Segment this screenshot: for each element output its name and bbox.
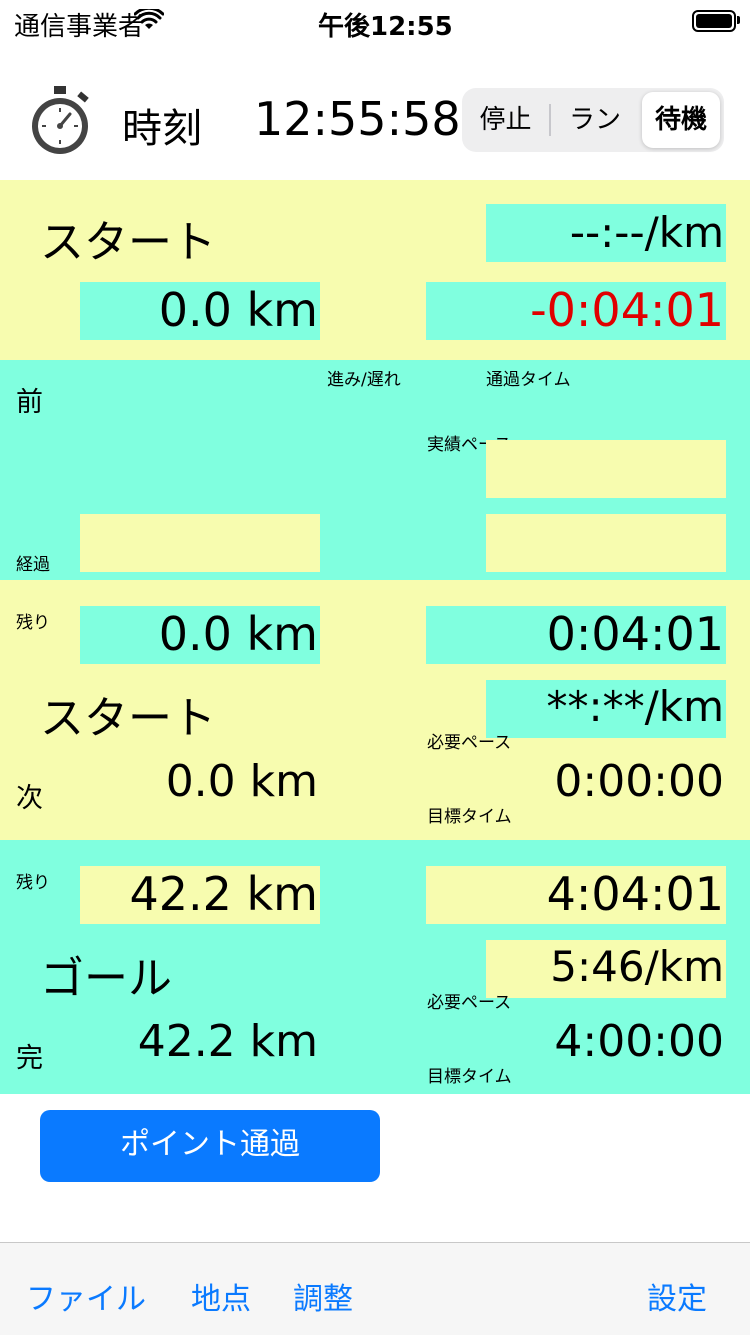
elapsed-label: 経過 <box>16 555 50 575</box>
toolbar-file-button[interactable]: ファイル <box>26 1282 146 1317</box>
next-remaining-label: 残り <box>16 613 50 633</box>
next-remaining-time: 0:04:01 <box>546 607 724 661</box>
passage-time-label: 通過タイム <box>486 370 571 390</box>
carrier-label: 通信事業者 <box>14 12 145 42</box>
start-diff-box <box>426 282 726 340</box>
start-distance-box <box>80 282 320 340</box>
next-remaining-distance-box <box>80 606 320 664</box>
battery-icon <box>692 10 736 32</box>
goal-label: 完 <box>16 1043 43 1074</box>
segment-divider <box>549 104 551 136</box>
next-target-time-label: 目標タイム <box>427 807 512 827</box>
point-pass-button[interactable]: ポイント通過 <box>40 1110 380 1182</box>
next-required-pace: **:**/km <box>546 682 724 731</box>
next-remaining-time-box <box>426 606 726 664</box>
toolbar-point-button[interactable]: 地点 <box>191 1282 251 1317</box>
segment-selected-bg <box>642 92 720 148</box>
start-distance: 0.0 km <box>158 283 318 337</box>
wifi-icon <box>134 9 164 29</box>
goal-target-time: 4:00:00 <box>554 1016 724 1067</box>
battery-tip <box>737 16 740 24</box>
adv-delay-label: 進み/遅れ <box>327 370 401 390</box>
next-required-pace-label: 必要ペース <box>427 733 512 753</box>
goal-remaining-time: 4:04:01 <box>546 867 724 921</box>
toolbar-adjust-button[interactable]: 調整 <box>293 1282 353 1317</box>
next-distance: 0.0 km <box>165 756 318 807</box>
goal-distance: 42.2 km <box>137 1016 318 1067</box>
time-label: 時刻 <box>122 106 202 152</box>
goal-required-pace-box <box>486 940 726 998</box>
segment-standby[interactable]: 待機 <box>654 105 707 135</box>
segment-run[interactable]: ラン <box>568 105 621 135</box>
goal-target-time-label: 目標タイム <box>427 1067 512 1087</box>
stopwatch-icon <box>32 86 89 154</box>
current-time: 12:55:58 <box>254 92 461 146</box>
goal-required-pace-label: 必要ペース <box>427 993 512 1013</box>
start-diff-time: -0:04:01 <box>530 283 724 337</box>
segment-stop[interactable]: 停止 <box>479 105 532 135</box>
status-time: 午後12:55 <box>318 12 453 42</box>
start-point-name: スタート <box>40 217 216 268</box>
next-required-pace-box <box>486 680 726 738</box>
next-point-name: スタート <box>40 693 216 744</box>
start-pace: --:--/km <box>569 208 724 257</box>
toolbar-settings-button[interactable]: 設定 <box>647 1282 707 1317</box>
mode-segmented-control[interactable]: 停止 ラン 待機 <box>462 88 724 152</box>
goal-remaining-distance: 42.2 km <box>129 867 319 921</box>
goal-point-name: ゴール <box>40 953 172 1004</box>
goal-remaining-distance-box <box>80 866 320 924</box>
goal-required-pace: 5:46/km <box>550 942 724 991</box>
previous-label: 前 <box>16 387 43 418</box>
goal-remaining-time-box <box>426 866 726 924</box>
bottom-toolbar <box>0 1242 750 1335</box>
start-pace-box <box>486 204 726 262</box>
actual-pace-box <box>486 440 726 498</box>
passage-time-box <box>486 514 726 572</box>
next-label: 次 <box>16 783 43 814</box>
next-remaining-distance: 0.0 km <box>158 607 318 661</box>
goal-remaining-label: 残り <box>16 873 50 893</box>
elapsed-box <box>80 514 320 572</box>
next-target-time: 0:00:00 <box>554 756 724 807</box>
